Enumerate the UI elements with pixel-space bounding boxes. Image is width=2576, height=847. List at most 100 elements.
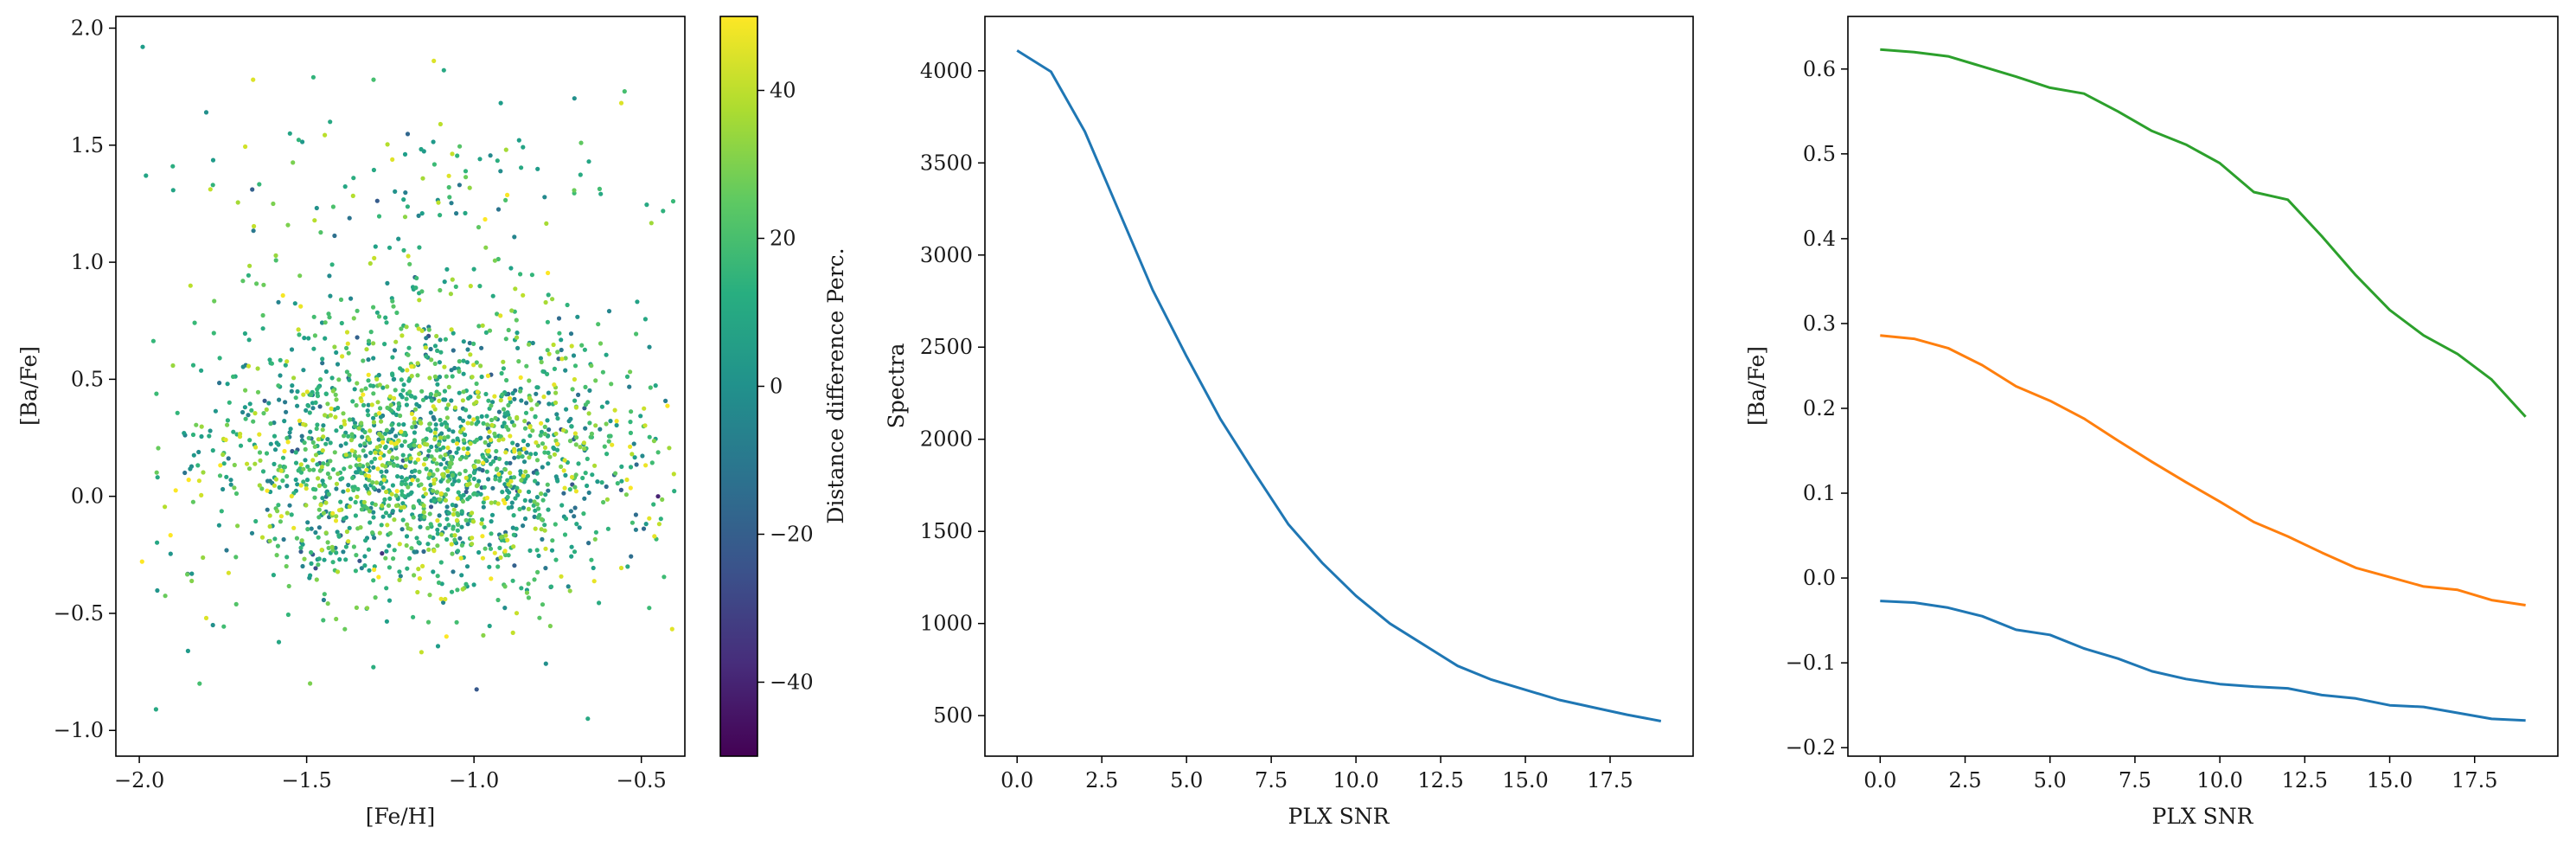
scatter-point bbox=[325, 437, 330, 442]
scatter-point bbox=[572, 363, 578, 369]
scatter-point bbox=[313, 400, 318, 405]
scatter-point bbox=[304, 389, 310, 395]
scatter-point bbox=[498, 535, 504, 540]
scatter-point bbox=[274, 553, 279, 558]
scatter-point bbox=[308, 429, 313, 434]
scatter-point bbox=[587, 420, 592, 426]
scatter-point bbox=[369, 459, 374, 465]
scatter-point bbox=[572, 376, 578, 382]
scatter-point bbox=[582, 406, 587, 411]
scatter-point bbox=[486, 477, 491, 482]
scatter-point bbox=[355, 494, 360, 499]
scatter-point bbox=[455, 587, 460, 593]
scatter-point bbox=[610, 442, 615, 447]
scatter-point bbox=[436, 442, 442, 447]
scatter-point bbox=[502, 482, 508, 487]
scatter-point bbox=[218, 463, 223, 468]
scatter-point bbox=[614, 422, 619, 428]
scatter-point bbox=[190, 499, 195, 504]
scatter-y-tick-label: −1.0 bbox=[54, 718, 104, 742]
scatter-point bbox=[465, 451, 470, 456]
scatter-point bbox=[313, 487, 318, 492]
scatter-point bbox=[444, 406, 450, 411]
scatter-point bbox=[542, 523, 547, 528]
scatter-point bbox=[358, 525, 363, 530]
scatter-point bbox=[625, 564, 630, 569]
scatter-point bbox=[334, 550, 339, 555]
scatter-point bbox=[505, 494, 510, 500]
scatter-point bbox=[293, 450, 298, 455]
scatter-point bbox=[649, 221, 654, 226]
scatter-point bbox=[516, 454, 521, 459]
scatter-point bbox=[332, 344, 337, 350]
scatter-point bbox=[417, 245, 422, 250]
scatter-point bbox=[418, 524, 423, 529]
scatter-point bbox=[330, 388, 336, 394]
scatter-point bbox=[502, 467, 508, 472]
scatter-point bbox=[387, 543, 392, 549]
scatter-point bbox=[361, 448, 366, 453]
scatter-y-tick-label: 1.5 bbox=[71, 133, 104, 157]
scatter-point bbox=[434, 490, 440, 495]
scatter-point bbox=[317, 468, 323, 473]
scatter-point bbox=[533, 508, 538, 513]
scatter-point bbox=[361, 499, 367, 505]
scatter-point bbox=[662, 574, 667, 580]
scatter-point bbox=[210, 157, 216, 163]
scatter-point bbox=[455, 549, 461, 554]
scatter-point bbox=[489, 417, 495, 423]
scatter-point bbox=[398, 413, 403, 419]
scatter-point bbox=[442, 279, 447, 285]
scatter-point bbox=[326, 545, 331, 551]
scatter-point bbox=[247, 263, 252, 268]
scatter-point bbox=[463, 175, 469, 180]
scatter-point bbox=[290, 383, 295, 388]
scatter-point bbox=[398, 366, 403, 371]
scatter-point bbox=[452, 533, 457, 538]
scatter-point bbox=[421, 503, 426, 509]
scatter-point bbox=[461, 389, 466, 395]
scatter-point bbox=[463, 489, 469, 495]
scatter-point bbox=[316, 507, 322, 512]
scatter-point bbox=[426, 475, 431, 481]
scatter-point bbox=[470, 536, 475, 541]
scatter-point bbox=[392, 517, 397, 523]
scatter-point bbox=[575, 314, 580, 319]
scatter-point bbox=[421, 549, 426, 555]
bafe-x-tick-label: 17.5 bbox=[2451, 768, 2497, 792]
scatter-point bbox=[313, 529, 318, 536]
scatter-point bbox=[435, 644, 441, 649]
scatter-point bbox=[569, 544, 574, 549]
scatter-point bbox=[424, 336, 429, 341]
scatter-point bbox=[267, 538, 272, 543]
scatter-point bbox=[285, 440, 291, 445]
scatter-point bbox=[407, 389, 412, 395]
scatter-point bbox=[426, 427, 431, 432]
scatter-x-tick-label: −1.0 bbox=[449, 768, 499, 792]
scatter-point bbox=[511, 544, 516, 549]
scatter-point bbox=[197, 681, 202, 686]
scatter-point bbox=[471, 266, 476, 272]
scatter-point bbox=[302, 440, 307, 446]
scatter-point bbox=[322, 592, 327, 597]
scatter-point bbox=[461, 358, 466, 363]
scatter-point bbox=[431, 498, 437, 504]
scatter-point bbox=[450, 482, 455, 487]
scatter-point bbox=[518, 388, 523, 394]
scatter-point bbox=[367, 473, 372, 478]
scatter-point bbox=[516, 138, 521, 143]
scatter-point bbox=[463, 475, 469, 481]
scatter-point bbox=[592, 463, 598, 468]
scatter-point bbox=[371, 510, 376, 515]
scatter-point bbox=[380, 440, 386, 445]
scatter-point bbox=[670, 199, 676, 204]
scatter-point bbox=[139, 559, 144, 564]
scatter-point bbox=[581, 440, 587, 446]
scatter-point bbox=[534, 502, 540, 507]
scatter-point bbox=[277, 397, 282, 402]
scatter-point bbox=[316, 515, 322, 520]
scatter-point bbox=[533, 414, 538, 419]
scatter-point bbox=[515, 330, 520, 336]
scatter-point bbox=[483, 391, 489, 397]
scatter-point bbox=[307, 467, 312, 472]
